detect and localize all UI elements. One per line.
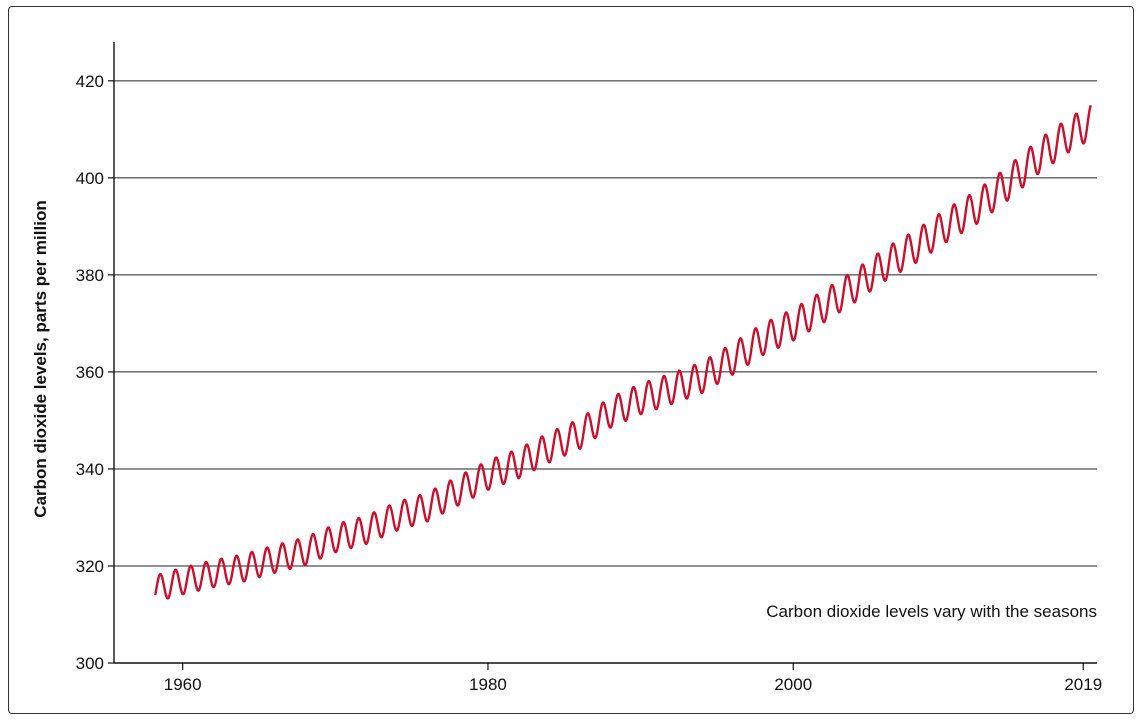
y-tick-label: 400 (76, 169, 104, 188)
y-axis-label: Carbon dioxide levels, parts per million (31, 200, 50, 517)
y-tick-label: 380 (76, 266, 104, 285)
axes (108, 42, 1097, 670)
y-tick-label: 340 (76, 460, 104, 479)
x-tick-label: 2019 (1064, 675, 1102, 694)
series-line-co2 (154, 104, 1092, 600)
y-tick-label: 420 (76, 72, 104, 91)
series-layer (154, 104, 1092, 600)
x-tick-label: 1980 (469, 675, 507, 694)
chart-frame (8, 6, 1134, 714)
y-tick-label: 360 (76, 363, 104, 382)
x-tick-label: 2000 (774, 675, 812, 694)
x-tick-label: 1960 (164, 675, 202, 694)
y-tick-label: 300 (76, 654, 104, 673)
tick-labels: 300 320 340 360 380 400 420 1960 1980 2000 2019 (76, 72, 1103, 694)
y-tick-label: 320 (76, 557, 104, 576)
gridlines (114, 80, 1097, 567)
annotation-text: Carbon dioxide levels vary with the seas… (766, 602, 1097, 621)
